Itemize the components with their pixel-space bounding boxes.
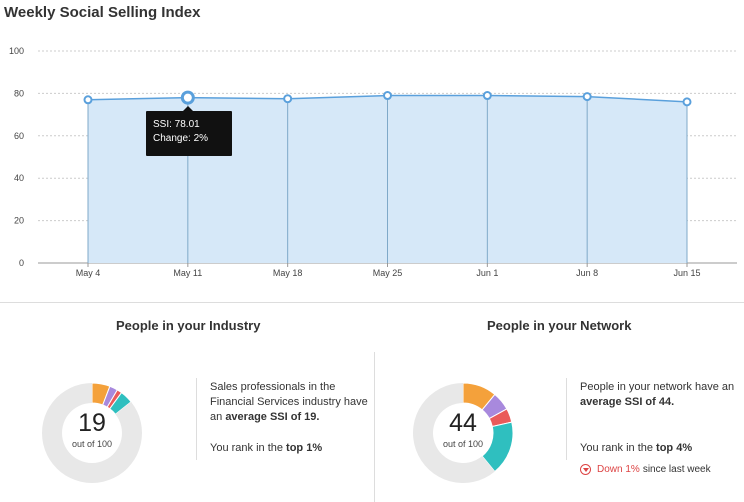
page-title: Weekly Social Selling Index — [4, 4, 201, 21]
industry-donut[interactable]: 19 out of 100 — [32, 373, 152, 493]
tooltip-change: Change: 2% — [153, 133, 209, 144]
industry-desc-text: Sales professionals in the Financial Ser… — [210, 381, 368, 423]
data-point — [283, 94, 293, 104]
industry-rank-prefix: You rank in the — [210, 442, 283, 454]
y-tick-label: 100 — [9, 46, 24, 56]
network-donut-chart — [413, 382, 514, 483]
data-point — [383, 91, 392, 101]
y-tick-label: 60 — [14, 131, 24, 141]
x-tick-label: May 11 — [173, 268, 202, 278]
x-tick-label: Jun 8 — [576, 268, 598, 278]
data-point — [482, 91, 492, 101]
data-point — [180, 90, 195, 105]
chart-tooltip: SSI: 78.01 Change: 2% — [146, 106, 232, 156]
network-desc-avg: average SSI of 44. — [580, 396, 675, 408]
industry-rank: You rank in the top 1% — [210, 441, 322, 456]
network-rank: You rank in the top 4% — [580, 441, 692, 456]
y-tick-label: 40 — [14, 173, 24, 183]
network-desc-text: People in your network have an — [580, 381, 735, 393]
chevron-down-icon — [580, 464, 591, 475]
data-point — [83, 95, 93, 105]
network-rank-value: top 4% — [656, 442, 693, 454]
tooltip-ssi: SSI: 78.01 — [153, 119, 200, 130]
industry-desc-avg: average SSI of 19. — [225, 411, 320, 423]
data-point — [582, 92, 592, 102]
donut-segment — [109, 391, 132, 415]
donut-segment — [41, 383, 142, 483]
industry-donut-chart — [41, 382, 142, 483]
donut-segment — [413, 383, 495, 483]
industry-description: Sales professionals in the Financial Ser… — [210, 380, 370, 425]
network-title: People in your Network — [487, 318, 632, 333]
network-separator — [566, 378, 567, 460]
x-tick-label: Jun 1 — [476, 268, 498, 278]
network-donut[interactable]: 44 out of 100 — [403, 373, 523, 493]
network-trend: Down 1% since last week — [580, 464, 711, 475]
network-down-value: Down 1% — [597, 464, 640, 475]
network-score: 44 — [449, 409, 477, 437]
section-divider — [0, 302, 744, 303]
x-tick-label: May 18 — [273, 268, 303, 278]
y-tick-label: 80 — [14, 88, 24, 98]
network-down-suffix: since last week — [642, 464, 711, 475]
industry-score: 19 — [78, 409, 106, 437]
industry-rank-value: top 1% — [286, 442, 323, 454]
x-tick-label: Jun 15 — [673, 268, 700, 278]
y-tick-label: 20 — [14, 216, 24, 226]
network-description: People in your network have an average S… — [580, 380, 740, 410]
x-tick-label: May 4 — [76, 268, 101, 278]
network-out-of: out of 100 — [442, 439, 484, 449]
x-tick-label: May 25 — [373, 268, 403, 278]
y-tick-label: 0 — [19, 258, 24, 268]
network-rank-prefix: You rank in the — [580, 442, 653, 454]
industry-out-of: out of 100 — [71, 439, 113, 449]
data-point — [682, 97, 692, 107]
industry-separator — [196, 378, 197, 460]
industry-title: People in your Industry — [116, 318, 261, 333]
panel-divider — [374, 352, 375, 502]
ssi-area-chart: 0 20 40 60 80 100 May 4 May 11 May 18 May 25 Jun 1… — [9, 46, 737, 278]
